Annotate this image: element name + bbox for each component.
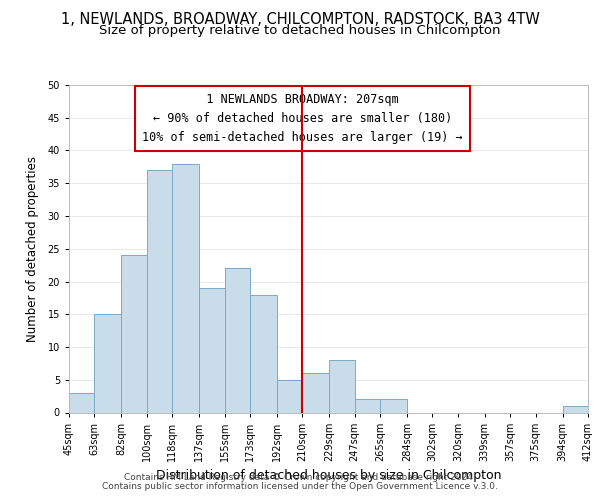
Bar	[121, 256, 147, 412]
Bar	[563, 406, 588, 412]
Bar	[94, 314, 121, 412]
Bar	[302, 373, 329, 412]
Bar	[250, 294, 277, 412]
Bar	[380, 400, 407, 412]
X-axis label: Distribution of detached houses by size in Chilcompton: Distribution of detached houses by size …	[156, 469, 501, 482]
Text: Contains public sector information licensed under the Open Government Licence v.: Contains public sector information licen…	[102, 482, 498, 491]
Text: Contains HM Land Registry data © Crown copyright and database right 2024.: Contains HM Land Registry data © Crown c…	[124, 472, 476, 482]
Text: Size of property relative to detached houses in Chilcompton: Size of property relative to detached ho…	[99, 24, 501, 37]
Bar	[329, 360, 355, 412]
Bar	[224, 268, 250, 412]
Bar	[172, 164, 199, 412]
Bar	[199, 288, 224, 412]
Text: 1, NEWLANDS, BROADWAY, CHILCOMPTON, RADSTOCK, BA3 4TW: 1, NEWLANDS, BROADWAY, CHILCOMPTON, RADS…	[61, 12, 539, 28]
Bar	[277, 380, 302, 412]
Text: 1 NEWLANDS BROADWAY: 207sqm   
← 90% of detached houses are smaller (180)
10% of: 1 NEWLANDS BROADWAY: 207sqm ← 90% of det…	[142, 93, 463, 144]
Y-axis label: Number of detached properties: Number of detached properties	[26, 156, 39, 342]
Bar	[355, 400, 380, 412]
Bar	[147, 170, 172, 412]
Bar	[69, 393, 94, 412]
